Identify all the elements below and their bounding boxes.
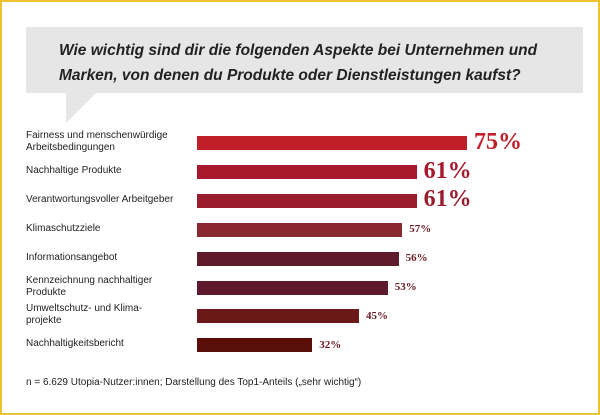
value-label: 75% [474, 128, 522, 155]
value-label: 32% [319, 338, 342, 351]
bar [197, 280, 388, 295]
category-label: Fairness und menschenwürdige Arbeitsbedin… [26, 130, 168, 153]
bar [197, 164, 417, 179]
category-label: Nachhaltige Produkte [26, 164, 122, 176]
footnote: n = 6.629 Utopia-Nutzer:innen; Darstellu… [26, 377, 362, 388]
bar [197, 136, 467, 150]
category-label: Nachhaltigkeitsbericht [26, 338, 124, 350]
category-label: Verantwortungsvoller Arbeitgeber [26, 193, 174, 205]
category-label: Klimaschutzziele [26, 222, 101, 234]
category-label: Umweltschutz- und Klima-projekte [26, 303, 143, 327]
bubble-tail [66, 93, 96, 123]
value-label: 61% [423, 157, 472, 184]
bar [197, 193, 417, 208]
value-label: 61% [423, 186, 472, 213]
bar [197, 222, 403, 237]
bar [197, 251, 399, 266]
value-label: 56% [405, 252, 428, 264]
category-label: Kennzeichnung nachhaltiger Produkte [26, 274, 153, 298]
question-bubble [26, 27, 583, 93]
bar [197, 309, 359, 324]
value-label: 57% [409, 223, 432, 236]
chart-title: Wie wichtig sind dir die folgenden Aspek… [59, 42, 538, 84]
value-label: 53% [394, 280, 417, 293]
bar [197, 338, 313, 353]
value-label: 45% [366, 309, 388, 322]
category-label: Informationsangebot [26, 251, 118, 263]
